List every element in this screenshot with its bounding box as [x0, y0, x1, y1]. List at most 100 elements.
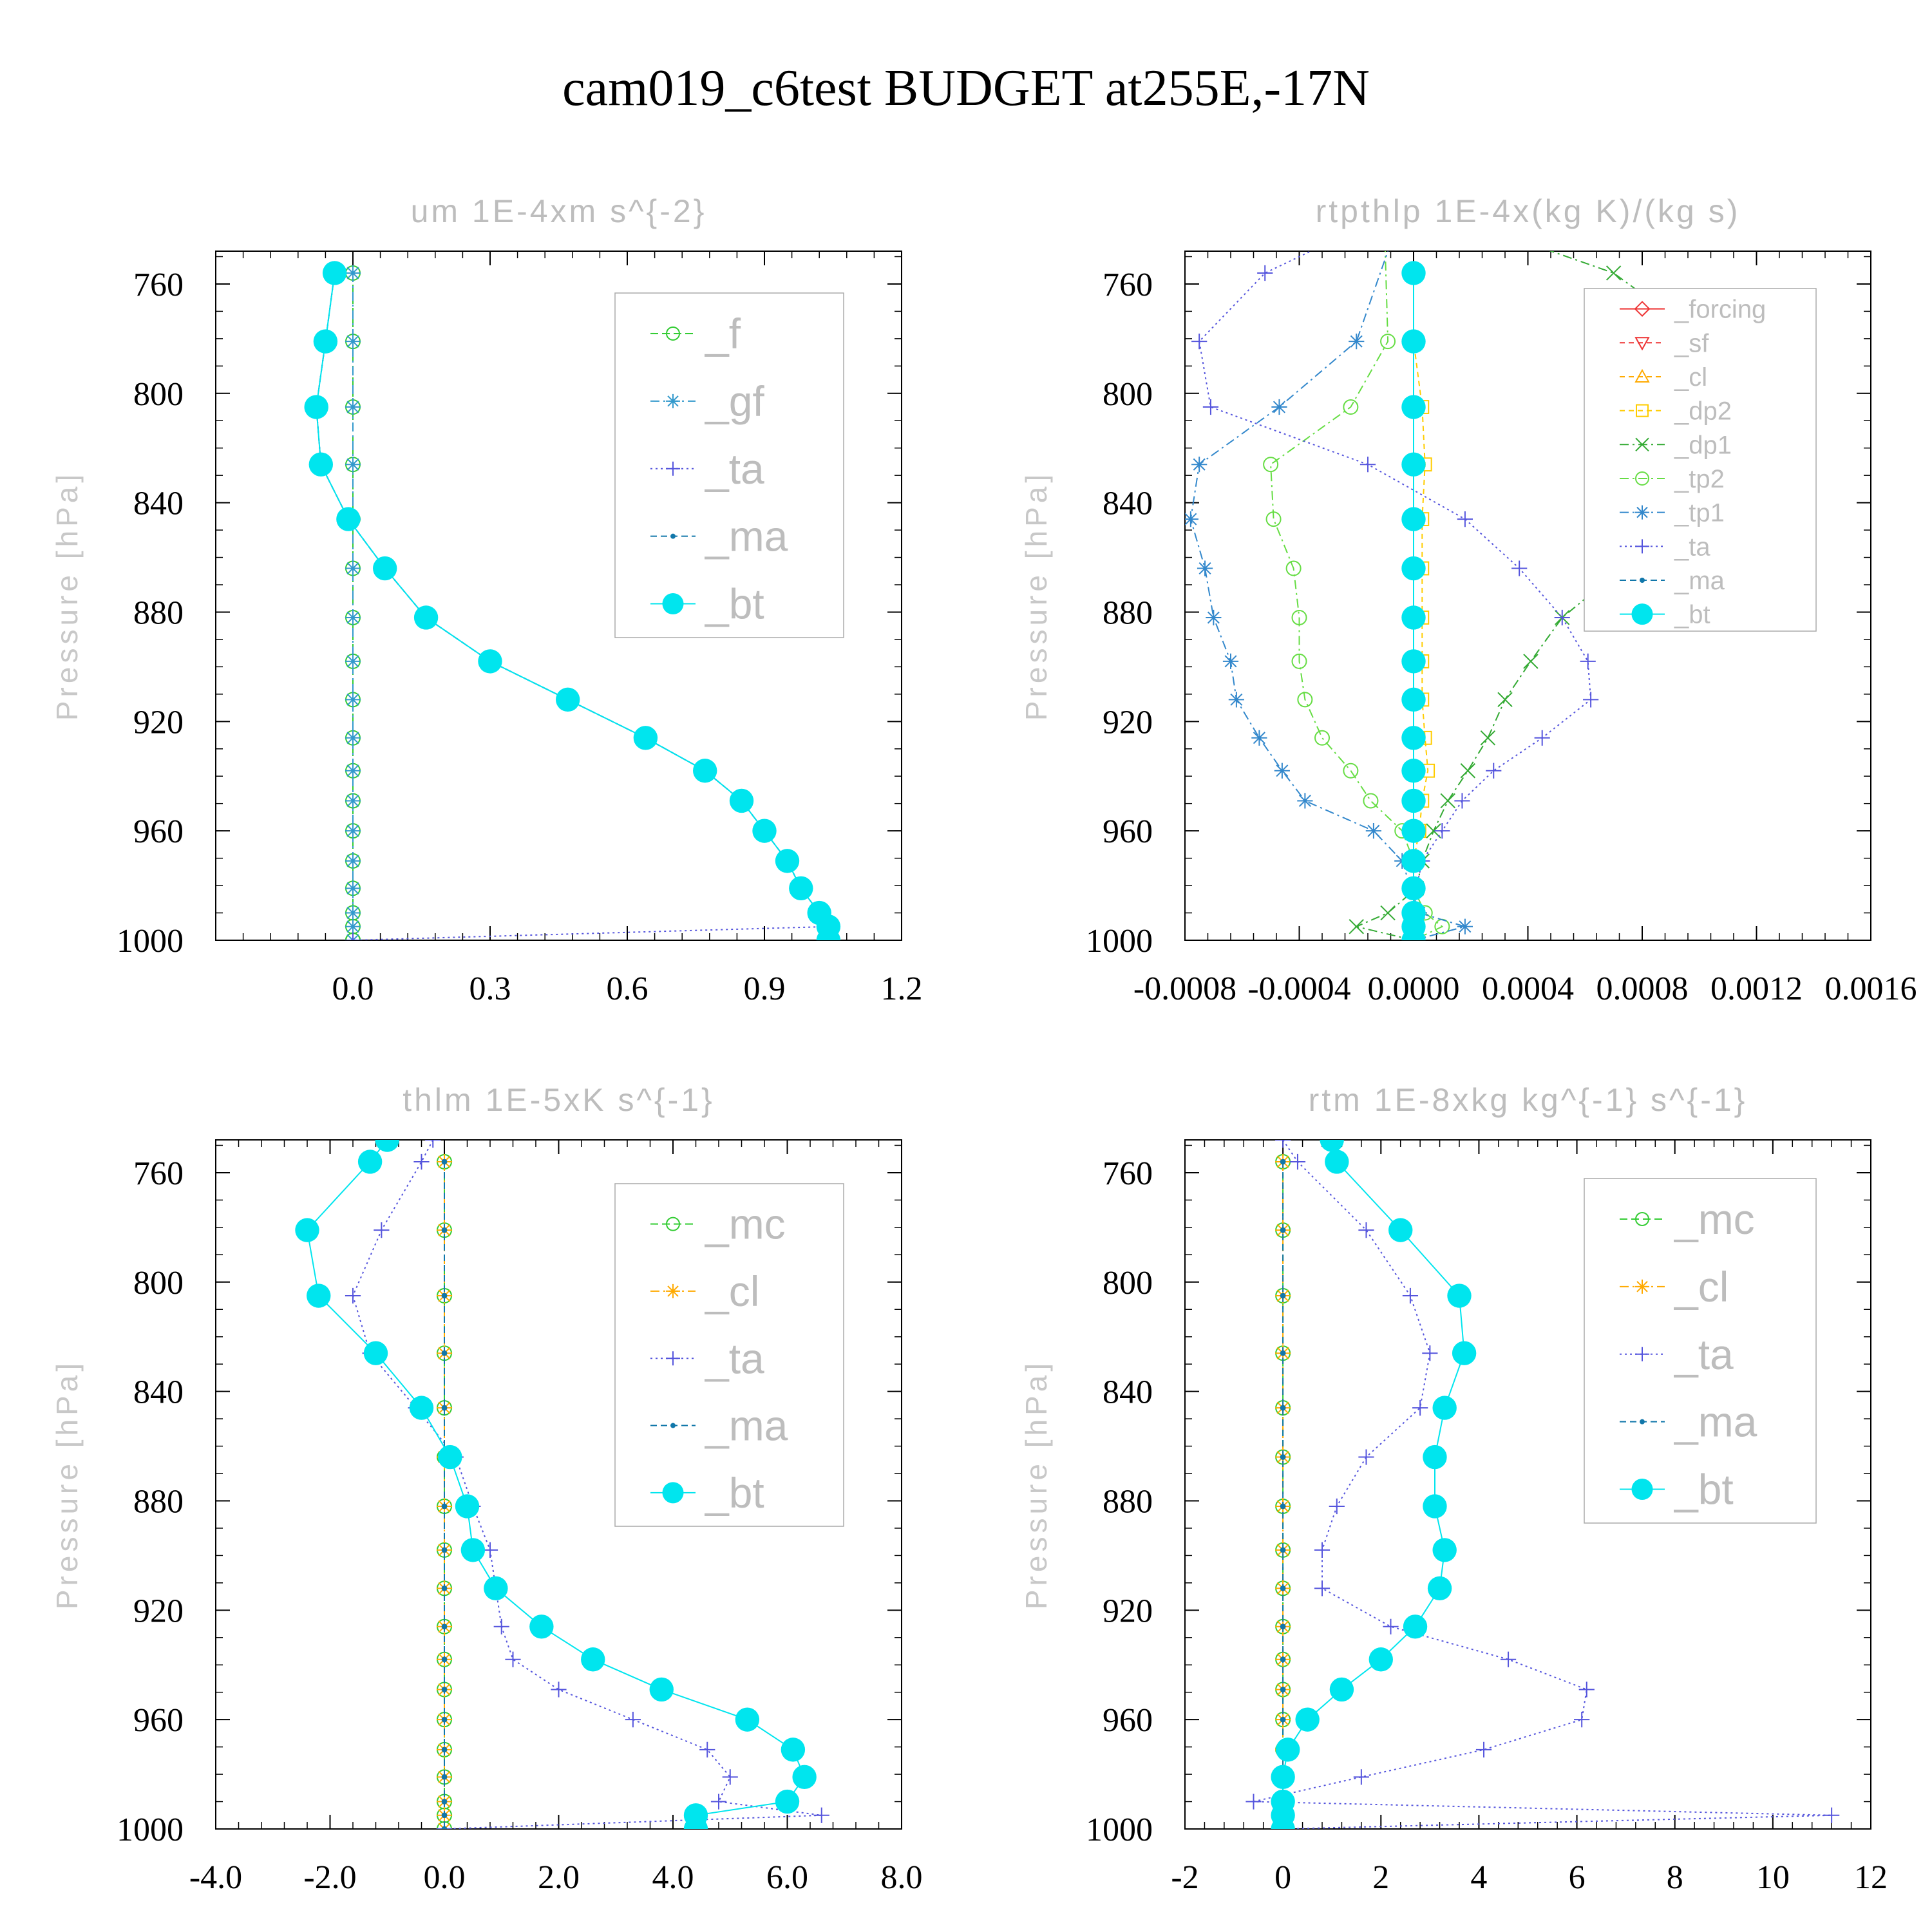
legend-entry-cl: _cl — [1674, 363, 1707, 392]
point-bt — [683, 1817, 708, 1829]
point-gf — [345, 334, 361, 350]
point-bt — [775, 849, 800, 873]
point-ta — [1245, 1794, 1262, 1810]
legend-marker-cl — [666, 1283, 680, 1298]
point-ma — [441, 1774, 448, 1780]
point-ma — [1280, 1547, 1286, 1553]
point-bt — [789, 876, 813, 901]
point-bt — [295, 1218, 319, 1242]
point-bt — [1432, 1396, 1457, 1420]
point-dp1 — [1380, 905, 1396, 921]
point-ma — [1280, 1687, 1286, 1692]
point-ta — [493, 1618, 509, 1634]
point-ma — [1280, 1405, 1286, 1411]
legend-marker-gf — [666, 393, 680, 408]
point-gf — [345, 918, 361, 934]
y-axis-label: Pressure [hPa] — [50, 471, 84, 721]
point-ma — [441, 1503, 448, 1510]
legend-entry-ta: _ta — [1674, 533, 1710, 561]
point-bt — [478, 649, 502, 674]
point-ta — [1329, 1498, 1345, 1515]
point-bt — [1329, 1677, 1354, 1702]
point-ta — [1500, 1651, 1517, 1667]
x-tick-label: 0.9 — [744, 971, 786, 1007]
point-gf — [345, 653, 361, 669]
point-ta — [1486, 762, 1502, 779]
point-ma — [441, 1656, 448, 1663]
point-ta — [1202, 399, 1219, 415]
legend-entry-ta: _ta — [705, 1334, 764, 1382]
chart-panel-2: -0.0008 -0.0004 0.0000 0.0004 0.0008 0.0012 0.… — [1019, 193, 1917, 1007]
point-dp1 — [1605, 265, 1622, 281]
legend-marker-ma — [670, 533, 676, 539]
point-bt — [1401, 452, 1426, 477]
point-bt — [581, 1647, 605, 1672]
point-bt — [775, 1789, 800, 1814]
series-group — [1185, 251, 1804, 940]
y-tick-label: 880 — [1103, 1483, 1153, 1520]
point-ma — [441, 1747, 448, 1753]
legend-marker-bt — [1631, 603, 1653, 625]
point-ta — [1314, 1580, 1331, 1596]
chart-panel-4: -2 0 2 4 6 8 10 12 760 800 840 880 920 960 1000 rtm 1E-… — [1019, 1082, 1888, 1896]
point-ma — [1280, 1624, 1286, 1630]
series-line-ta — [1198, 251, 1592, 940]
legend-entry-sf: _sf — [1674, 329, 1709, 357]
point-bt — [308, 452, 333, 477]
legend: _f _gf _ta _ma _bt — [614, 292, 844, 638]
x-tick-label: 2.0 — [538, 1859, 580, 1896]
point-bt — [409, 1396, 434, 1420]
legend-entry-ma: _ma — [705, 1402, 788, 1450]
legend-entry-tp2: _tp2 — [1674, 465, 1725, 493]
panel-title: thlm 1E-5xK s^{-1} — [402, 1082, 715, 1118]
point-ma — [441, 1405, 448, 1411]
y-tick-label: 960 — [133, 1702, 184, 1739]
point-gf — [345, 265, 361, 281]
y-axis-label: Pressure [hPa] — [1019, 471, 1053, 721]
point-bt — [1401, 819, 1426, 843]
legend-entry-tp1: _tp1 — [1674, 499, 1725, 527]
point-tp1 — [1222, 653, 1239, 669]
legend-marker-mc — [1635, 1211, 1649, 1226]
y-tick-label: 920 — [133, 704, 184, 741]
point-bt — [735, 1707, 760, 1732]
chart-panel-1: 0.0 0.3 0.6 0.9 1.2 760 800 840 880 920 960 1000 um … — [50, 193, 923, 1007]
legend-entry-dp2: _dp2 — [1674, 397, 1732, 426]
point-tp1 — [1251, 730, 1267, 746]
y-tick-label: 760 — [1103, 267, 1153, 303]
point-bt — [1276, 1738, 1300, 1762]
point-ta — [413, 1153, 430, 1170]
legend-marker-bt — [662, 1482, 684, 1504]
y-tick-label: 880 — [133, 594, 184, 631]
y-tick-label: 960 — [133, 813, 184, 850]
point-ma — [441, 1159, 448, 1165]
point-gf — [345, 793, 361, 809]
y-tick-label: 1000 — [1086, 1812, 1153, 1848]
point-ta — [1358, 1222, 1374, 1238]
y-tick-label: 1000 — [117, 1812, 184, 1848]
point-tp2 — [1343, 762, 1359, 779]
chart-panel-3: -4.0 -2.0 0.0 2.0 4.0 6.0 8.0 760 800 840 880 920 96… — [50, 1082, 923, 1896]
legend-entry-bt: _bt — [705, 1469, 764, 1517]
legend-entry-cl: _cl — [1674, 1263, 1728, 1311]
y-tick-label: 1000 — [1086, 923, 1153, 960]
point-bt — [1401, 395, 1426, 419]
point-ma — [1280, 1503, 1286, 1510]
point-tp1 — [1457, 918, 1473, 934]
legend-box — [1584, 288, 1817, 632]
legend-marker-bt — [662, 593, 684, 615]
point-ta — [1824, 1807, 1840, 1823]
point-ta — [1191, 334, 1208, 350]
x-tick-label: 0.0 — [424, 1859, 466, 1896]
point-ta — [722, 1769, 738, 1785]
legend-marker-tp1 — [1635, 505, 1649, 520]
point-ta — [1289, 1153, 1306, 1170]
x-tick-label: 4 — [1470, 1859, 1487, 1896]
plot-frame — [1184, 1139, 1871, 1830]
y-tick-label: 920 — [1103, 704, 1153, 741]
x-tick-label: 0.0000 — [1368, 971, 1460, 1007]
point-ma — [441, 1227, 448, 1233]
point-bt — [1401, 726, 1426, 750]
x-tick-label: 8.0 — [881, 1859, 923, 1896]
